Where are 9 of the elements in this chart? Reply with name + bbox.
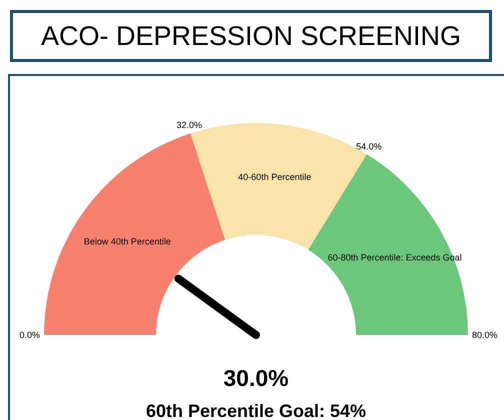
- chart-title: ACO- DEPRESSION SCREENING: [10, 10, 492, 62]
- text: 60th Percentile Goal: 54%: [146, 401, 366, 420]
- text: 30.0%: [223, 365, 289, 391]
- slice-label: Below 40th Percentile: [84, 236, 171, 247]
- text: 80.0%: [472, 330, 498, 340]
- slice-label: 40-60th Percentile: [238, 172, 312, 182]
- text: 32.0%: [176, 120, 202, 130]
- text: 0.0%: [19, 330, 40, 340]
- text: 54.0%: [356, 141, 382, 152]
